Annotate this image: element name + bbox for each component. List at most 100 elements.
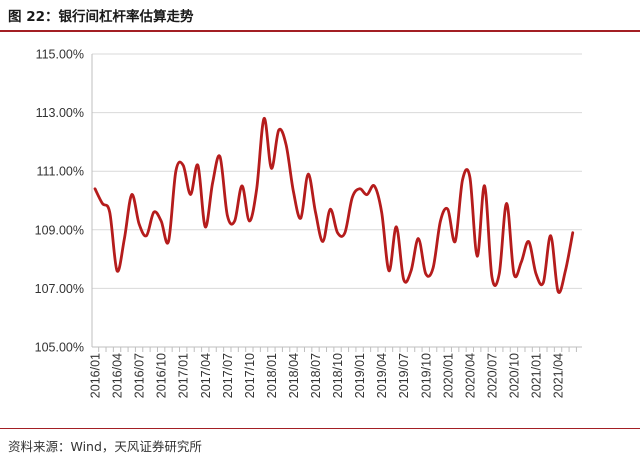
- data-point: [343, 231, 346, 234]
- data-point: [476, 255, 479, 258]
- x-tick-label: 2018/07: [309, 353, 323, 398]
- data-point: [358, 187, 361, 190]
- data-point: [505, 202, 508, 205]
- data-point: [498, 272, 501, 275]
- data-point: [307, 173, 310, 176]
- y-tick-label: 109.00%: [35, 223, 84, 237]
- data-point: [461, 178, 464, 181]
- data-point: [446, 208, 449, 211]
- title-bar: 图 22：银行间杠杆率估算走势: [0, 0, 640, 32]
- x-tick-label: 2017/04: [199, 353, 213, 398]
- data-point: [255, 187, 258, 190]
- source-bar: 资料来源：Wind，天风证券研究所: [0, 428, 640, 459]
- data-point: [395, 225, 398, 228]
- line-chart: 105.00% 107.00% 109.00% 111.00% 113.00% 115.0…: [35, 48, 582, 398]
- x-tick-label: 2020/07: [485, 353, 499, 398]
- y-axis: 105.00% 107.00% 109.00% 111.00% 113.00% 115.0…: [35, 48, 84, 355]
- data-point: [490, 275, 493, 278]
- data-point: [534, 272, 537, 275]
- y-tick-label: 115.00%: [36, 48, 84, 62]
- x-tick-label: 2016/01: [89, 353, 103, 398]
- data-point: [314, 211, 317, 214]
- data-point: [248, 219, 251, 222]
- x-tick-label: 2021/01: [530, 353, 544, 398]
- data-point: [556, 290, 559, 293]
- source-note: 资料来源：Wind，天风证券研究所: [8, 439, 202, 454]
- series-line: [93, 117, 575, 294]
- data-point: [115, 269, 118, 272]
- data-point: [108, 211, 111, 214]
- x-axis: 2016/01 2016/04 2016/07 2016/10 2017/01 2017/…: [89, 54, 582, 398]
- data-point: [160, 219, 163, 222]
- data-point: [432, 266, 435, 269]
- data-point: [189, 193, 192, 196]
- data-point: [204, 225, 207, 228]
- data-point: [226, 214, 229, 217]
- data-point: [351, 196, 354, 199]
- data-point: [321, 240, 324, 243]
- data-point: [439, 219, 442, 222]
- figure-title: 图 22：银行间杠杆率估算走势: [8, 9, 194, 25]
- data-point: [145, 234, 148, 237]
- x-tick-label: 2020/01: [441, 353, 455, 398]
- data-point: [564, 269, 567, 272]
- data-point: [233, 219, 236, 222]
- data-point: [520, 260, 523, 263]
- x-tick-label: 2019/07: [397, 353, 411, 398]
- data-point: [167, 240, 170, 243]
- data-point: [211, 181, 214, 184]
- x-tick-label: 2017/01: [177, 353, 191, 398]
- data-point: [549, 234, 552, 237]
- x-tick-label: 2020/10: [507, 353, 521, 398]
- y-tick-label: 111.00%: [37, 165, 85, 179]
- data-point: [424, 272, 427, 275]
- data-point: [138, 222, 141, 225]
- data-point: [409, 269, 412, 272]
- x-tick-label: 2020/04: [463, 353, 477, 398]
- data-point: [130, 193, 133, 196]
- data-point: [123, 237, 126, 240]
- x-tick-label: 2017/07: [221, 353, 235, 398]
- x-tick-label: 2017/10: [243, 353, 257, 398]
- data-point: [182, 164, 185, 167]
- x-tick-label: 2016/07: [133, 353, 147, 398]
- data-point: [527, 240, 530, 243]
- data-point: [270, 167, 273, 170]
- data-point: [174, 170, 177, 173]
- y-tick-label: 107.00%: [35, 282, 84, 296]
- data-point: [152, 211, 155, 214]
- gridlines: [92, 53, 582, 289]
- data-point: [285, 143, 288, 146]
- data-point: [380, 211, 383, 214]
- data-point: [299, 216, 302, 219]
- data-point: [373, 184, 376, 187]
- data-point: [93, 187, 96, 190]
- x-tick-label: 2018/01: [265, 353, 279, 398]
- x-tick-label: 2019/04: [375, 353, 389, 398]
- x-tick-label: 2016/10: [155, 353, 169, 398]
- y-tick-label: 113.00%: [36, 106, 84, 120]
- data-point: [196, 164, 199, 167]
- data-point: [365, 193, 368, 196]
- data-point: [417, 237, 420, 240]
- x-tick-label: 2018/04: [287, 353, 301, 398]
- x-tick-label: 2018/10: [331, 353, 345, 398]
- data-point: [454, 240, 457, 243]
- x-tick-label: 2019/01: [353, 353, 367, 398]
- data-point: [262, 117, 265, 120]
- series-layer: [93, 117, 575, 294]
- data-point: [402, 278, 405, 281]
- data-point: [468, 175, 471, 178]
- data-point: [101, 202, 104, 205]
- data-point: [571, 231, 574, 234]
- x-tick-label: 2019/10: [419, 353, 433, 398]
- data-point: [542, 281, 545, 284]
- x-tick-label: 2016/04: [111, 353, 125, 398]
- data-point: [512, 272, 515, 275]
- data-point: [277, 129, 280, 132]
- data-point: [336, 231, 339, 234]
- data-point: [483, 184, 486, 187]
- x-tick-label: 2021/04: [552, 353, 566, 398]
- data-point: [240, 184, 243, 187]
- data-point: [218, 155, 221, 158]
